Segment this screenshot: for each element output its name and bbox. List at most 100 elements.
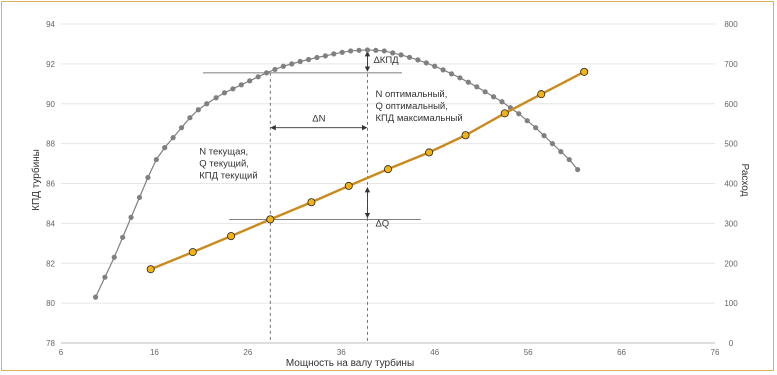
efficiency-point bbox=[331, 51, 337, 57]
efficiency-point bbox=[230, 86, 236, 92]
grid bbox=[61, 23, 715, 344]
y-right-tick-label: 500 bbox=[724, 140, 738, 149]
efficiency-point bbox=[516, 111, 522, 117]
y-right-tick-label: 300 bbox=[724, 219, 738, 228]
efficiency-point bbox=[390, 50, 396, 56]
efficiency-point bbox=[549, 141, 556, 147]
efficiency-point bbox=[102, 274, 108, 280]
efficiency-point bbox=[440, 67, 446, 73]
efficiency-point bbox=[423, 60, 429, 66]
efficiency-point bbox=[482, 89, 488, 95]
efficiency-point bbox=[566, 156, 572, 163]
x-tick-label: 46 bbox=[430, 348, 439, 357]
flow-point bbox=[188, 248, 197, 257]
y-right-tick-label: 600 bbox=[724, 100, 738, 109]
efficiency-point bbox=[297, 58, 303, 65]
flow-point bbox=[146, 265, 155, 274]
y-left-tick-label: 82 bbox=[46, 259, 55, 268]
efficiency-point bbox=[145, 174, 151, 181]
series bbox=[92, 47, 589, 300]
y-right-tick-label: 100 bbox=[724, 299, 738, 308]
efficiency-point bbox=[120, 234, 126, 240]
efficiency-point bbox=[247, 78, 253, 84]
efficiency-point bbox=[322, 53, 329, 59]
flow-point bbox=[266, 215, 275, 224]
efficiency-point bbox=[263, 70, 270, 76]
current-annotation-line: КПД текущий bbox=[199, 171, 257, 182]
guide-lines bbox=[203, 49, 421, 343]
optimal-annotation-line: Q оптимальный, bbox=[375, 101, 447, 112]
efficiency-point bbox=[490, 94, 497, 100]
x-tick-label: 66 bbox=[617, 348, 626, 357]
y-right-tick-label: 800 bbox=[724, 20, 738, 29]
flow-point bbox=[227, 232, 236, 241]
flow-point bbox=[500, 109, 509, 118]
efficiency-point bbox=[195, 107, 201, 113]
y-left-tick-label: 84 bbox=[46, 219, 55, 228]
y-axis-right-label: Расход bbox=[739, 164, 750, 197]
flow-point bbox=[344, 181, 353, 190]
efficiency-point bbox=[398, 52, 404, 58]
efficiency-point bbox=[272, 66, 278, 73]
efficiency-point bbox=[170, 135, 176, 141]
efficiency-point bbox=[92, 294, 99, 300]
y-right-tick-label: 0 bbox=[729, 339, 734, 348]
axis-ticks: 78 0 80 100 82 200 84 300 86 400 88 500 90 600 92 700 94… bbox=[46, 20, 738, 357]
x-tick-label: 76 bbox=[711, 348, 720, 357]
efficiency-point bbox=[305, 56, 312, 63]
efficiency-point bbox=[178, 125, 185, 131]
efficiency-point bbox=[289, 61, 295, 67]
y-right-tick-label: 400 bbox=[724, 180, 738, 189]
y-left-tick-label: 90 bbox=[46, 100, 55, 109]
efficiency-point bbox=[314, 54, 320, 61]
optimal-annotation-line: КПД максимальный bbox=[375, 113, 462, 124]
efficiency-point bbox=[575, 166, 581, 173]
y-left-tick-label: 86 bbox=[46, 180, 55, 189]
efficiency-point bbox=[465, 79, 471, 85]
y-left-tick-label: 78 bbox=[46, 339, 55, 348]
efficiency-point bbox=[364, 47, 371, 53]
efficiency-point bbox=[221, 90, 228, 96]
optimal-annotation-line: N оптимальный, bbox=[375, 89, 447, 100]
efficiency-point bbox=[339, 49, 345, 55]
flow-point bbox=[461, 131, 470, 140]
efficiency-point bbox=[111, 254, 117, 260]
efficiency-point bbox=[406, 54, 413, 60]
efficiency-point bbox=[474, 84, 480, 90]
efficiency-point bbox=[533, 125, 539, 131]
y-left-tick-label: 88 bbox=[46, 140, 55, 149]
efficiency-series-line bbox=[95, 49, 579, 298]
x-tick-label: 56 bbox=[524, 348, 533, 357]
x-tick-label: 26 bbox=[243, 348, 252, 357]
current-annotation-line: N текущая, bbox=[199, 147, 248, 158]
efficiency-point bbox=[541, 133, 547, 139]
flow-point bbox=[580, 67, 589, 76]
flow-point bbox=[383, 165, 392, 174]
efficiency-point bbox=[356, 47, 362, 53]
efficiency-point bbox=[280, 63, 286, 69]
x-axis-label: Мощность на валу турбины bbox=[286, 357, 414, 369]
efficiency-point bbox=[213, 95, 219, 101]
y-left-tick-label: 80 bbox=[46, 299, 55, 308]
delta-kpd-label: ΔКПД bbox=[373, 55, 399, 66]
current-annotation-line: Q текущий, bbox=[199, 159, 249, 170]
efficiency-point bbox=[204, 101, 210, 107]
chart: 78 0 80 100 82 200 84 300 86 400 88 500 90 600 92 700 94… bbox=[30, 20, 750, 369]
efficiency-point bbox=[373, 47, 379, 53]
y-right-tick-label: 700 bbox=[724, 60, 738, 69]
y-right-tick-label: 200 bbox=[724, 259, 738, 268]
y-left-tick-label: 92 bbox=[46, 60, 55, 69]
flow-point bbox=[425, 148, 434, 157]
efficiency-point bbox=[238, 82, 244, 88]
efficiency-point bbox=[187, 115, 193, 121]
efficiency-point bbox=[136, 194, 143, 201]
efficiency-point bbox=[558, 149, 564, 155]
efficiency-point bbox=[128, 214, 134, 220]
flow-point bbox=[307, 198, 316, 207]
efficiency-point bbox=[457, 75, 463, 81]
flow-point bbox=[537, 90, 546, 99]
efficiency-point bbox=[415, 57, 421, 63]
y-left-tick-label: 94 bbox=[46, 20, 55, 29]
